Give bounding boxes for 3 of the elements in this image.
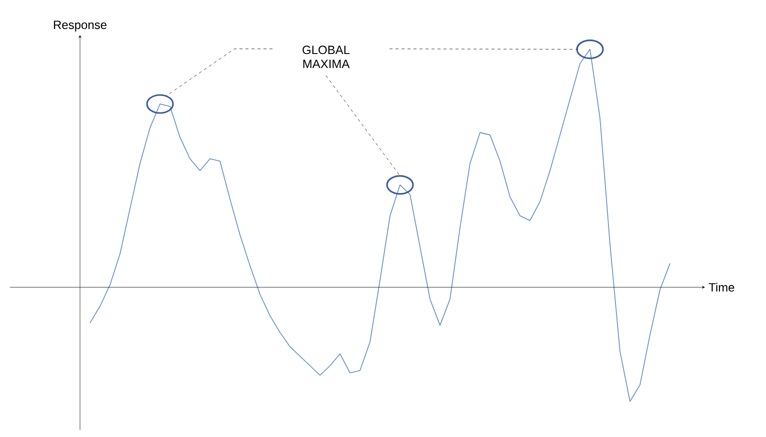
x-axis-title: Time xyxy=(708,282,734,292)
y-axis-title: Response xyxy=(54,20,106,32)
annotation: GLOBAL MAXIMA xyxy=(302,46,350,68)
